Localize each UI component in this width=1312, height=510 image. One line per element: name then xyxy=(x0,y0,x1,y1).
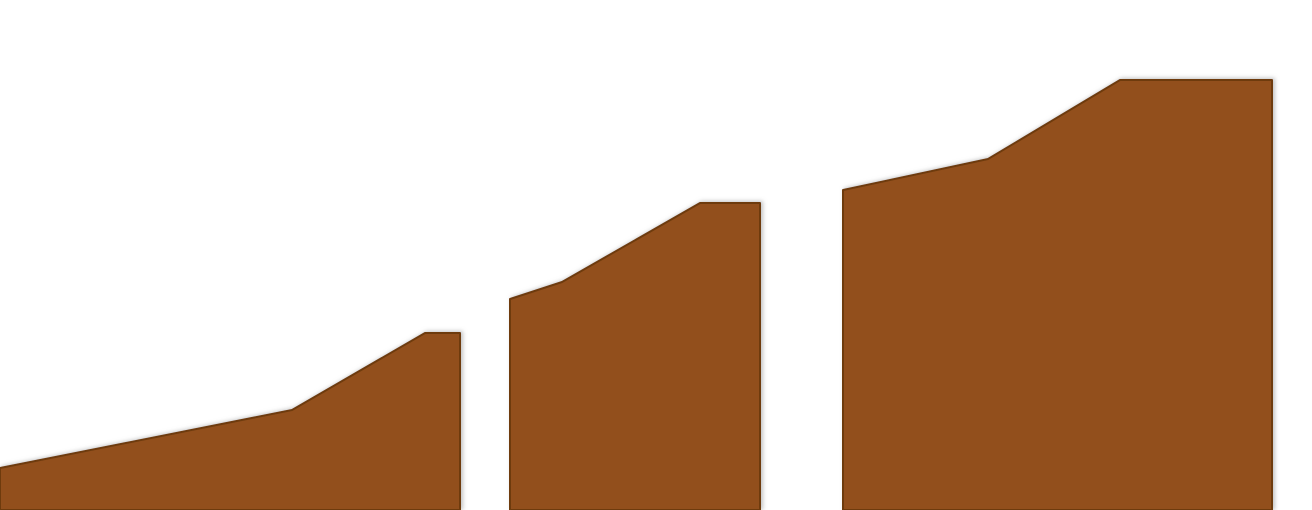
middle-brown-block xyxy=(509,202,761,510)
right-brown-block xyxy=(842,79,1273,510)
left-brown-block xyxy=(0,332,461,510)
